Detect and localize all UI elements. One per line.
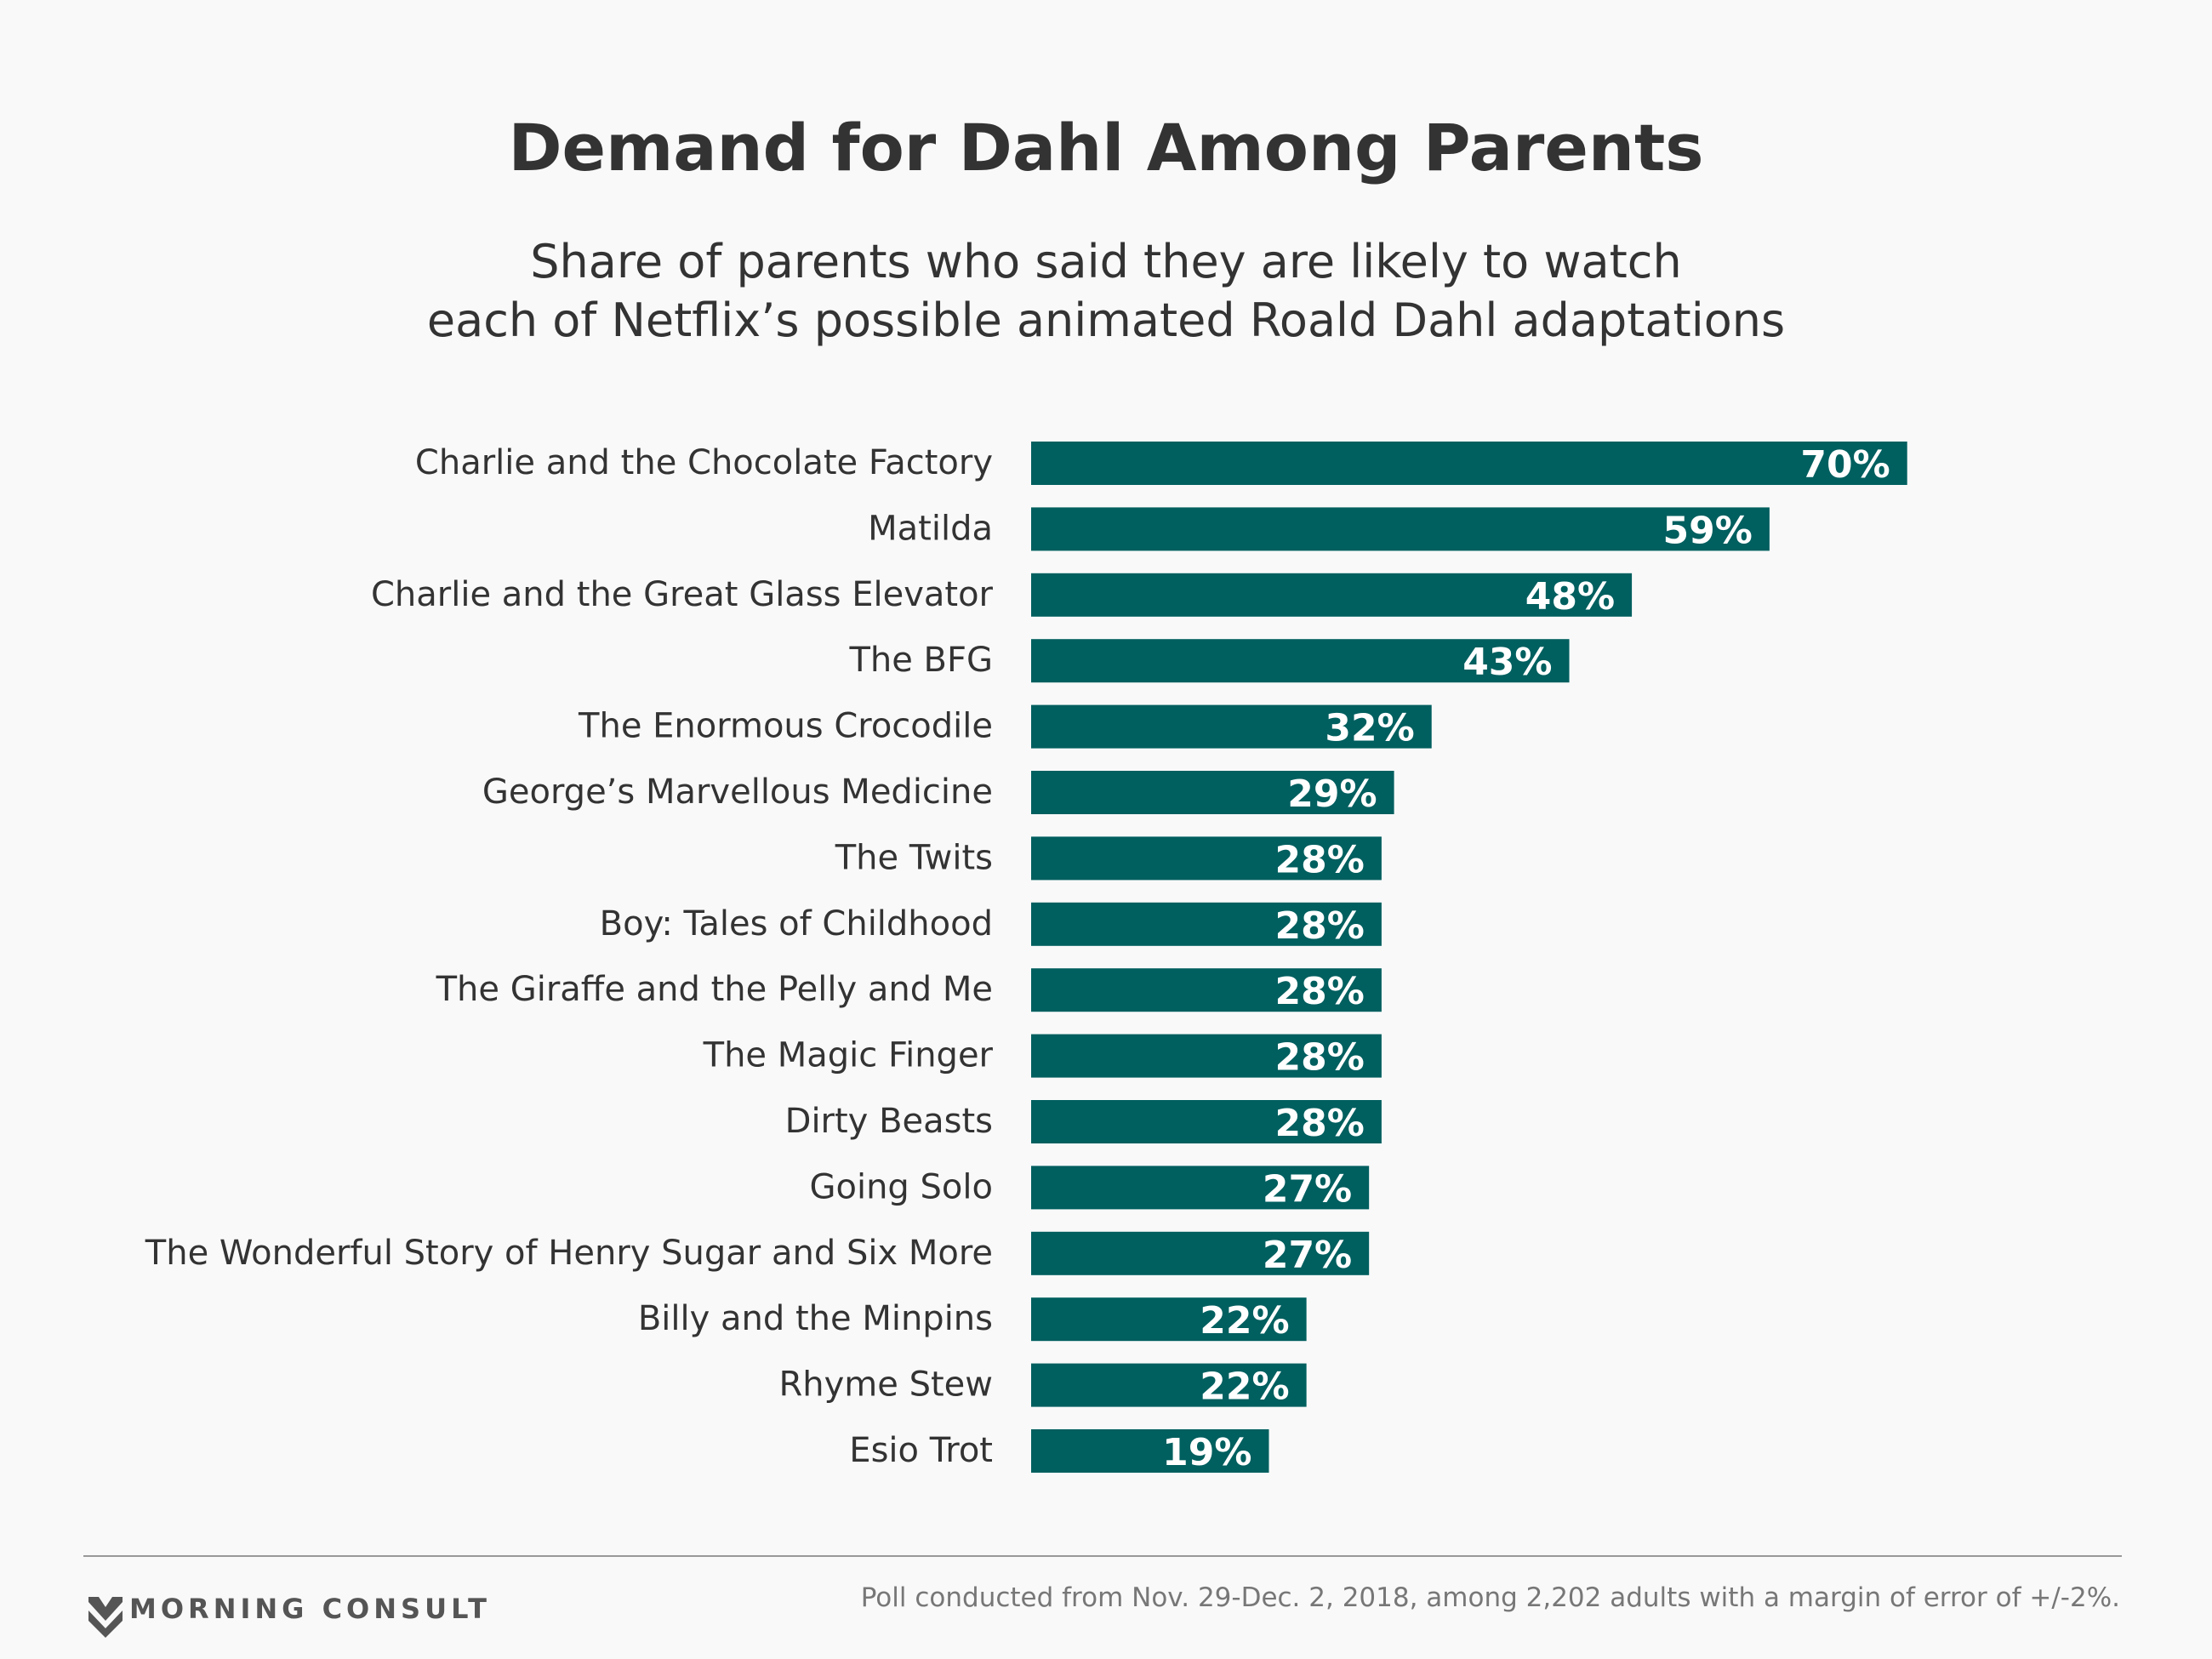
value-label: 70%	[1800, 443, 1890, 487]
bar	[1031, 1100, 1382, 1143]
value-label: 29%	[1287, 772, 1377, 816]
category-label: Billy and the Minpins	[638, 1299, 993, 1338]
category-label: The Enormous Crocodile	[578, 707, 993, 746]
bar	[1031, 836, 1382, 881]
category-label: Dirty Beasts	[785, 1102, 993, 1141]
value-label: 28%	[1275, 1102, 1365, 1145]
category-label: The Twits	[835, 838, 993, 877]
bar	[1031, 1231, 1370, 1275]
category-label: Charlie and the Chocolate Factory	[415, 443, 993, 482]
value-label: 27%	[1263, 1167, 1352, 1211]
value-label: 22%	[1200, 1299, 1289, 1343]
bar	[1031, 1166, 1370, 1210]
bar	[1031, 507, 1770, 551]
category-label: Rhyme Stew	[778, 1365, 993, 1405]
bar	[1031, 1297, 1307, 1342]
value-label: 48%	[1525, 575, 1615, 619]
bar	[1031, 639, 1570, 683]
category-label: The BFG	[848, 641, 993, 680]
brand-name: MORNING CONSULT	[129, 1593, 491, 1625]
value-label: 59%	[1663, 509, 1753, 552]
bar	[1031, 1429, 1269, 1473]
value-label: 28%	[1275, 838, 1365, 881]
value-label: 19%	[1162, 1431, 1251, 1474]
chart-subtitle-line-2: each of Netflix’s possible animated Roal…	[427, 294, 1785, 347]
value-label: 27%	[1263, 1234, 1352, 1277]
bar	[1031, 442, 1907, 485]
category-label: Esio Trot	[849, 1431, 993, 1470]
category-label: The Wonderful Story of Henry Sugar and S…	[145, 1234, 993, 1273]
value-label: 28%	[1275, 970, 1365, 1013]
bar	[1031, 771, 1394, 814]
bar	[1031, 704, 1432, 749]
chart-subtitle-line-1: Share of parents who said they are likel…	[530, 235, 1681, 288]
value-label: 28%	[1275, 1036, 1365, 1080]
chart-title: Demand for Dahl Among Parents	[508, 110, 1703, 185]
category-label: Boy: Tales of Childhood	[600, 904, 993, 944]
bars: Charlie and the Chocolate Factory 70% Mati…	[145, 442, 1907, 1474]
bar	[1031, 1034, 1382, 1078]
value-label: 22%	[1200, 1365, 1289, 1409]
value-label: 32%	[1325, 707, 1414, 750]
bar	[1031, 902, 1382, 946]
category-label: Matilda	[868, 509, 993, 548]
bar	[1031, 968, 1382, 1012]
value-label: 28%	[1275, 904, 1365, 948]
value-label: 43%	[1462, 641, 1552, 684]
bar	[1031, 573, 1633, 617]
category-label: The Giraffe and the Pelly and Me	[436, 970, 993, 1009]
category-label: Going Solo	[810, 1167, 994, 1206]
morning-consult-logo-icon	[88, 1597, 123, 1638]
category-label: The Magic Finger	[703, 1036, 994, 1075]
category-label: George’s Marvellous Medicine	[482, 772, 993, 812]
bar	[1031, 1363, 1307, 1407]
category-label: Charlie and the Great Glass Elevator	[371, 575, 994, 614]
poll-note: Poll conducted from Nov. 29-Dec. 2, 2018…	[861, 1582, 2120, 1613]
